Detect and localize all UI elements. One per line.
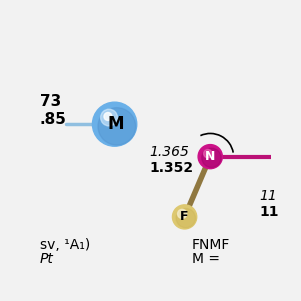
Circle shape — [202, 148, 221, 167]
Text: 73: 73 — [40, 94, 61, 109]
Text: M: M — [107, 115, 124, 133]
Text: FNMF: FNMF — [192, 238, 230, 252]
Text: 1.365: 1.365 — [150, 145, 189, 159]
Text: N: N — [205, 150, 216, 163]
Circle shape — [92, 102, 137, 146]
Circle shape — [172, 205, 197, 229]
Circle shape — [101, 109, 117, 126]
Text: Pt: Pt — [40, 252, 54, 265]
Text: 1.352: 1.352 — [150, 161, 194, 175]
Circle shape — [176, 209, 196, 228]
Circle shape — [198, 144, 222, 169]
Text: F: F — [180, 210, 189, 223]
Text: sv, ¹A₁): sv, ¹A₁) — [40, 238, 90, 252]
Text: 11: 11 — [259, 205, 279, 219]
Text: 11: 11 — [259, 189, 277, 203]
Text: .85: .85 — [40, 112, 67, 127]
Circle shape — [203, 149, 212, 158]
Circle shape — [178, 209, 187, 219]
Circle shape — [104, 113, 112, 120]
Text: M =: M = — [192, 252, 220, 265]
Circle shape — [98, 108, 136, 145]
